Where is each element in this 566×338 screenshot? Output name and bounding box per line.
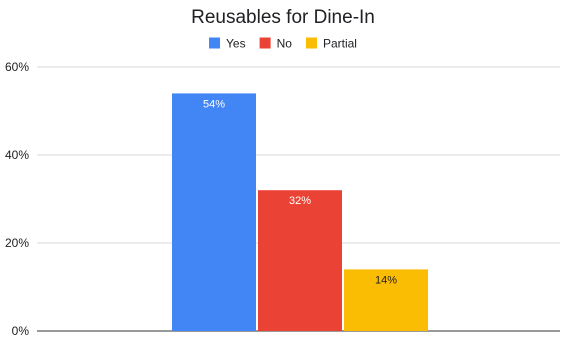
y-tick-label: 0%	[12, 324, 30, 338]
y-tick-label: 20%	[5, 236, 29, 250]
chart-title: Reusables for Dine-In	[191, 7, 375, 28]
legend-label: Partial	[323, 37, 357, 51]
legend-item-no: No	[259, 37, 293, 51]
y-axis: 0% 20% 40% 60%	[5, 60, 29, 338]
legend-swatch	[209, 37, 221, 49]
bar-no	[258, 190, 342, 331]
legend-label: No	[277, 37, 293, 51]
bars	[172, 93, 428, 332]
legend-swatch	[259, 37, 271, 49]
data-label-no: 32%	[289, 195, 311, 207]
y-tick-label: 40%	[5, 148, 29, 162]
legend-item-yes: Yes	[209, 37, 246, 51]
y-tick-label: 60%	[5, 60, 29, 74]
data-label-yes: 54%	[203, 98, 225, 110]
bar-yes	[172, 93, 256, 332]
legend-label: Yes	[226, 37, 246, 51]
bar-partial	[344, 269, 428, 331]
data-labels: 54% 32% 14%	[203, 98, 397, 286]
legend-swatch	[305, 37, 317, 49]
legend-item-partial: Partial	[305, 37, 357, 51]
data-label-partial: 14%	[375, 274, 397, 286]
legend: Yes No Partial	[209, 37, 357, 51]
